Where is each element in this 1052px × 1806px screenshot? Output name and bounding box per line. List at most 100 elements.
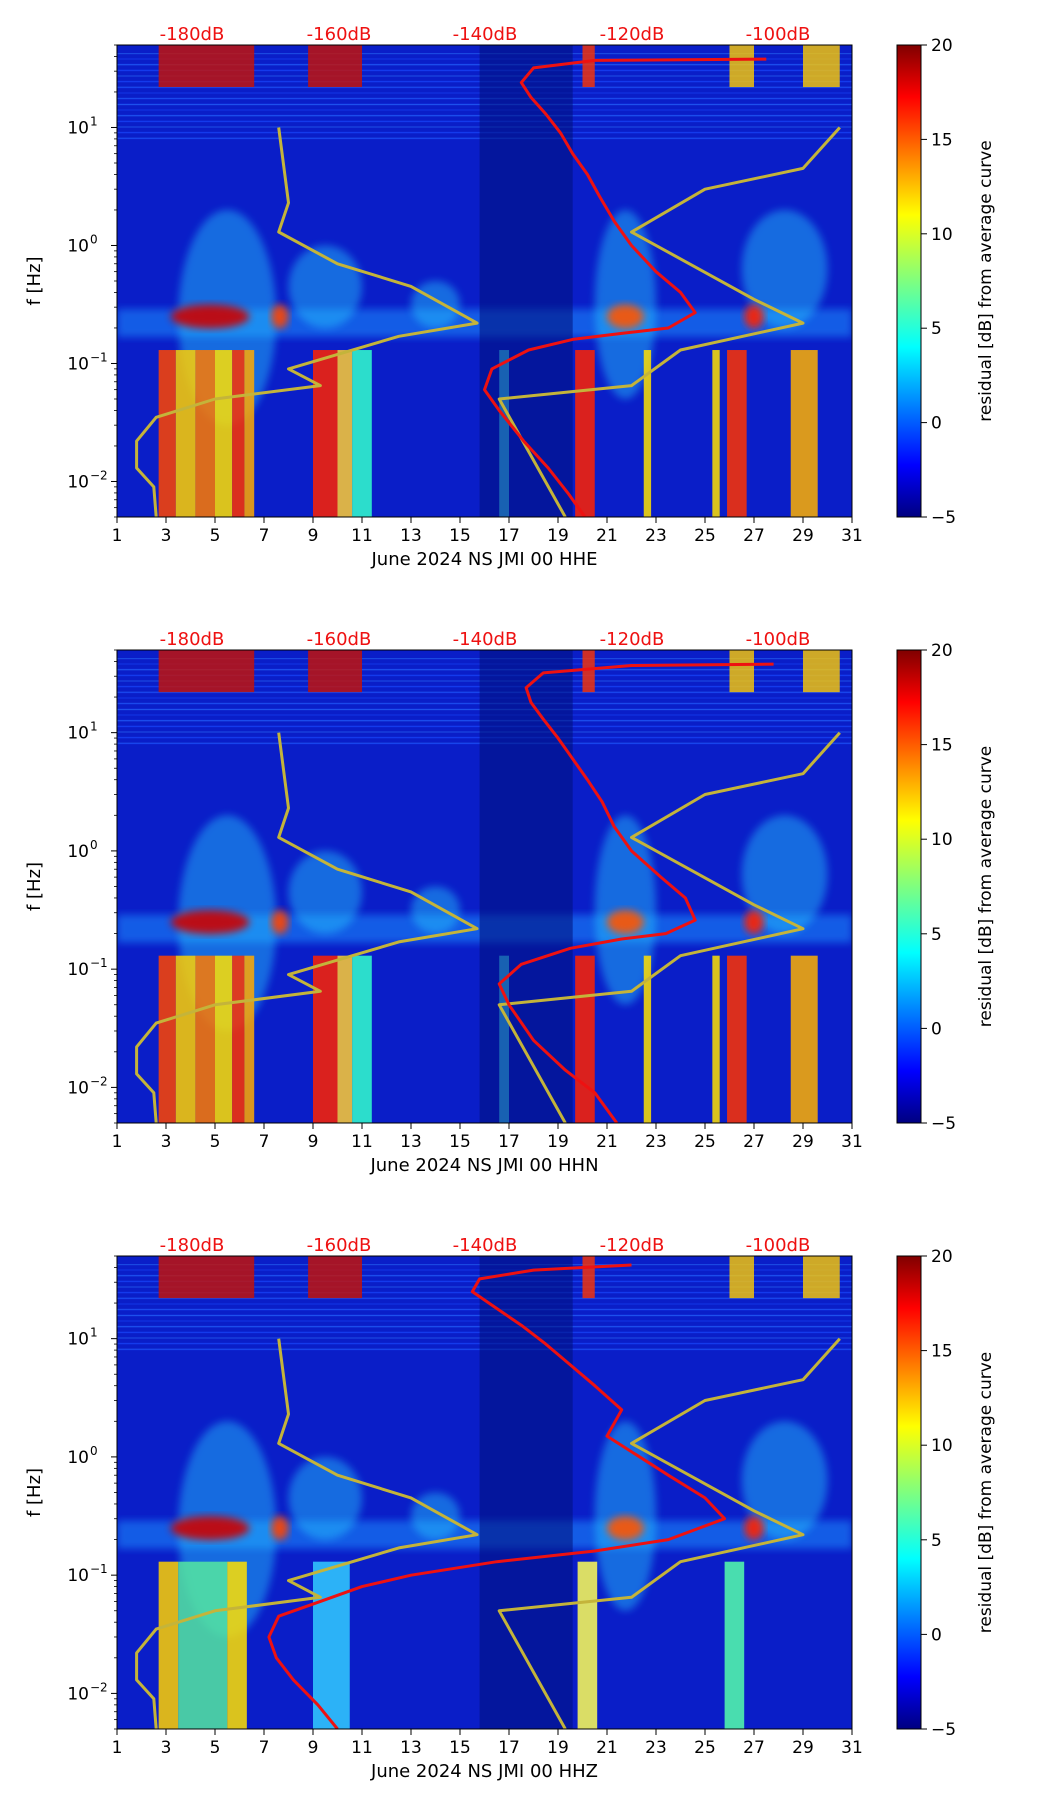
x-tick-label: 29 xyxy=(792,1738,814,1758)
energy-cloud xyxy=(741,1421,828,1540)
hot-spot xyxy=(607,304,644,329)
hot-spot xyxy=(607,910,644,935)
energy-cloud xyxy=(594,815,656,1005)
top-db-label: -100dB xyxy=(746,629,811,650)
x-tick-label: 9 xyxy=(308,526,319,546)
x-tick-label: 31 xyxy=(841,1132,863,1152)
y-axis-label: f [Hz] xyxy=(24,862,45,911)
event-strip xyxy=(724,1561,745,1729)
colorbar-tick-label: 20 xyxy=(931,641,953,661)
x-tick-label: 29 xyxy=(792,526,814,546)
x-tick-label: 13 xyxy=(400,526,422,546)
x-tick-label: 19 xyxy=(547,1132,569,1152)
top-db-label: -140dB xyxy=(453,1235,518,1256)
top-db-label: -140dB xyxy=(453,629,518,650)
y-axis-label: f [Hz] xyxy=(24,256,45,305)
olive-curve-right xyxy=(497,1337,841,1729)
hf-energy xyxy=(803,1256,840,1299)
hf-energy xyxy=(158,650,255,693)
x-axis-label: June 2024 NS JMI 00 HHE xyxy=(370,549,597,570)
y-tick-base: 10 xyxy=(67,724,89,744)
event-strip xyxy=(195,955,215,1123)
x-tick-label: 27 xyxy=(743,1738,765,1758)
event-strip xyxy=(575,350,595,517)
top-db-label: -160dB xyxy=(307,24,372,45)
colorbar-label: residual [dB] from average curve xyxy=(976,1352,996,1633)
event-strip xyxy=(352,350,372,517)
y-tick-base: 10 xyxy=(67,960,89,980)
y-tick-exponent: −1 xyxy=(90,350,108,364)
y-tick-base: 10 xyxy=(67,1684,89,1704)
x-tick-label: 17 xyxy=(498,1738,520,1758)
heatmap-area xyxy=(117,1256,852,1729)
energy-cloud xyxy=(411,1492,460,1540)
event-strip xyxy=(178,1561,228,1729)
x-tick-label: 13 xyxy=(400,1738,422,1758)
colorbar xyxy=(896,649,922,1124)
event-strip xyxy=(313,350,338,517)
x-tick-label: 17 xyxy=(498,1132,520,1152)
colorbar-tick-label: 20 xyxy=(931,36,953,56)
y-tick-exponent: 1 xyxy=(90,114,98,128)
x-tick-label: 23 xyxy=(645,526,667,546)
hf-energy xyxy=(158,45,255,88)
x-tick-label: 29 xyxy=(792,1132,814,1152)
colorbar xyxy=(896,1255,922,1730)
hf-energy xyxy=(308,1256,362,1299)
x-tick-label: 31 xyxy=(841,526,863,546)
x-tick-label: 15 xyxy=(449,526,471,546)
olive-curve-left xyxy=(135,127,479,517)
event-strip xyxy=(643,350,652,517)
y-tick-base: 10 xyxy=(67,1078,89,1098)
hf-energy xyxy=(158,1256,255,1299)
hot-spot xyxy=(170,910,250,935)
x-tick-label: 1 xyxy=(112,1132,123,1152)
colorbar-tick-label: 0 xyxy=(931,1625,942,1645)
colorbar-tick-label: −5 xyxy=(931,1720,956,1740)
hot-spot xyxy=(744,1516,764,1541)
quiet-gap xyxy=(479,650,573,1123)
event-strip xyxy=(352,955,372,1123)
event-strip xyxy=(175,350,196,517)
energy-cloud xyxy=(411,281,460,328)
colorbar-tick-label: 5 xyxy=(931,925,942,945)
event-strip xyxy=(577,1561,598,1729)
event-strip xyxy=(313,1561,350,1729)
y-tick-exponent: −2 xyxy=(90,1680,108,1694)
energy-cloud xyxy=(741,209,828,328)
x-tick-label: 9 xyxy=(308,1738,319,1758)
x-tick-label: 15 xyxy=(449,1738,471,1758)
x-tick-label: 9 xyxy=(308,1132,319,1152)
x-tick-label: 25 xyxy=(694,526,716,546)
colorbar-tick-label: 0 xyxy=(931,414,942,434)
heatmap-area xyxy=(117,45,852,517)
top-db-label: -120dB xyxy=(600,629,665,650)
colorbar-tick-label: 20 xyxy=(931,1247,953,1267)
x-tick-label: 1 xyxy=(112,1738,123,1758)
hot-spot xyxy=(744,910,764,935)
x-tick-label: 5 xyxy=(210,1132,221,1152)
y-tick-exponent: 0 xyxy=(90,232,98,246)
y-tick-exponent: −2 xyxy=(90,1074,108,1088)
hot-spot xyxy=(170,1516,250,1541)
y-tick-base: 10 xyxy=(67,1330,89,1350)
y-tick-base: 10 xyxy=(67,236,89,256)
top-db-label: -160dB xyxy=(307,1235,372,1256)
colorbar-tick-label: 5 xyxy=(931,1531,942,1551)
hf-energy xyxy=(582,650,595,693)
x-tick-label: 3 xyxy=(161,526,172,546)
event-strip xyxy=(232,350,245,517)
hf-energy xyxy=(582,45,595,88)
quiet-gap xyxy=(479,1256,573,1729)
top-db-label: -100dB xyxy=(746,1235,811,1256)
y-tick-exponent: −2 xyxy=(90,468,108,482)
top-db-label: -100dB xyxy=(746,24,811,45)
x-tick-label: 7 xyxy=(259,1738,270,1758)
colorbar-tick-label: −5 xyxy=(931,508,956,528)
hf-energy xyxy=(308,45,362,88)
hf-energy xyxy=(803,650,840,693)
x-tick-label: 27 xyxy=(743,1132,765,1152)
hf-energy xyxy=(729,650,754,693)
